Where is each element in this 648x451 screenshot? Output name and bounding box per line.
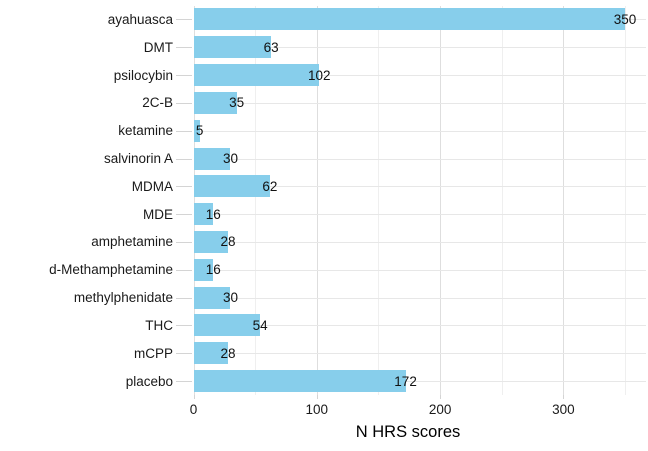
row-gridline	[193, 325, 646, 327]
bar-dmt	[193, 36, 272, 59]
minor-gridline	[255, 5, 257, 395]
minor-gridline	[501, 5, 503, 395]
category-label: DMT	[143, 39, 173, 55]
bar-2c-b	[193, 91, 237, 114]
row-gridline	[193, 241, 646, 243]
bar-placebo	[193, 370, 406, 393]
row-gridline	[193, 269, 646, 271]
value-label: 30	[222, 290, 238, 306]
bar-mcpp	[193, 342, 229, 365]
category-label: amphetamine	[91, 234, 173, 250]
value-label: 30	[222, 151, 238, 167]
value-label: 102	[307, 67, 331, 83]
y-tick-mark	[176, 130, 192, 132]
category-label: placebo	[125, 373, 173, 389]
value-label: 350	[613, 11, 637, 27]
category-label: THC	[145, 317, 173, 333]
y-tick-mark	[176, 186, 192, 188]
major-gridline	[440, 5, 442, 395]
bar-ayahuasca	[193, 8, 626, 31]
row-gridline	[193, 158, 646, 160]
major-gridline	[563, 5, 565, 395]
value-label: 16	[205, 262, 221, 278]
row-gridline	[193, 186, 646, 188]
category-label: mCPP	[133, 345, 173, 361]
value-label: 172	[394, 373, 417, 389]
category-label: 2C-B	[142, 95, 173, 111]
bar-psilocybin	[193, 64, 320, 87]
row-gridline	[193, 214, 646, 216]
x-tick-mark	[193, 395, 195, 399]
row-gridline	[193, 381, 646, 383]
category-label: salvinorin A	[103, 151, 173, 167]
row-gridline	[193, 102, 646, 104]
x-tick-label: 0	[189, 402, 198, 417]
y-tick-mark	[176, 75, 192, 77]
value-label: 35	[229, 95, 245, 111]
value-label: 16	[205, 206, 221, 222]
major-gridline	[193, 5, 195, 395]
y-tick-mark	[176, 297, 192, 299]
value-label: 28	[220, 234, 236, 250]
y-tick-mark	[176, 353, 192, 355]
value-label: 28	[220, 345, 236, 361]
category-label: d-Methamphetamine	[49, 262, 173, 278]
bar-methylphenidate	[193, 286, 231, 309]
bar-mde	[193, 203, 214, 226]
x-tick-label: 200	[428, 402, 452, 417]
category-label: psilocybin	[113, 67, 173, 83]
y-tick-mark	[176, 158, 192, 160]
category-label: ayahuasca	[107, 11, 173, 27]
row-gridline	[193, 75, 646, 77]
x-tick-label: 300	[552, 402, 575, 417]
value-label: 54	[252, 317, 268, 333]
bar-mdma	[193, 175, 270, 198]
category-label: MDE	[143, 206, 173, 222]
y-tick-mark	[176, 214, 192, 216]
category-label: methylphenidate	[73, 290, 173, 306]
value-label: 62	[262, 178, 278, 194]
x-tick-mark	[563, 395, 565, 399]
x-tick-label: 100	[305, 402, 329, 417]
value-label: 5	[195, 123, 204, 139]
category-label: ketamine	[118, 123, 173, 139]
x-tick-mark	[316, 395, 318, 399]
major-gridline	[316, 5, 318, 395]
y-tick-mark	[176, 269, 192, 271]
bar-d-methamphetamine	[193, 258, 214, 281]
category-label: MDMA	[131, 178, 173, 194]
bar-amphetamine	[193, 230, 229, 253]
y-tick-mark	[176, 381, 192, 383]
value-label: 63	[263, 39, 279, 55]
bar-ketamine	[193, 119, 200, 142]
row-gridline	[193, 353, 646, 355]
y-tick-mark	[176, 47, 192, 49]
row-gridline	[193, 47, 646, 49]
row-gridline	[193, 130, 646, 132]
y-tick-mark	[176, 325, 192, 327]
bar-salvinorin-a	[193, 147, 231, 170]
x-axis-title: N HRS scores	[355, 423, 461, 441]
minor-gridline	[378, 5, 380, 395]
minor-gridline	[625, 5, 627, 395]
row-gridline	[193, 297, 646, 299]
y-tick-mark	[176, 19, 192, 21]
x-tick-mark	[440, 395, 442, 399]
y-tick-mark	[176, 102, 192, 104]
y-tick-mark	[176, 241, 192, 243]
bar-thc	[193, 314, 261, 337]
